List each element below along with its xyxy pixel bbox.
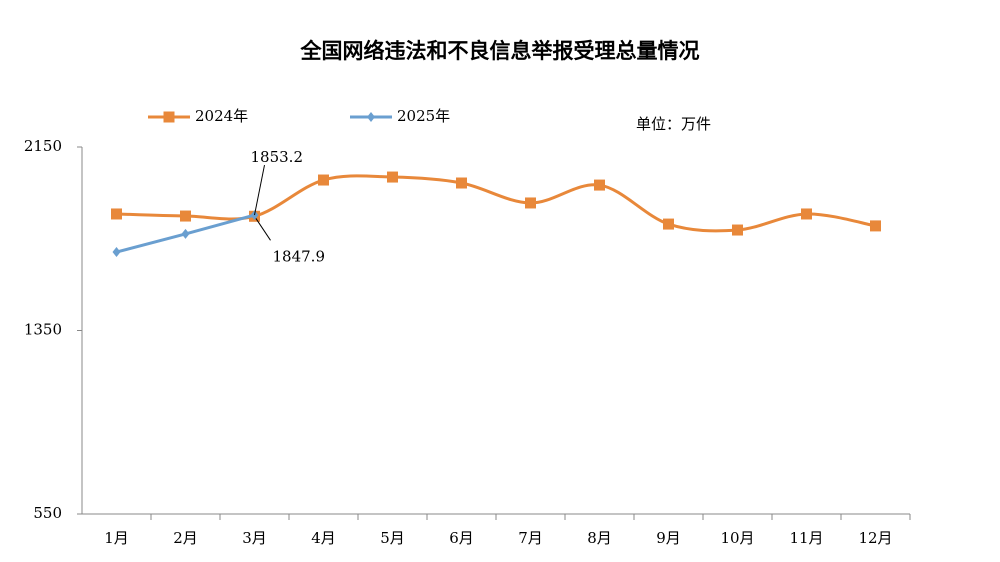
x-tick-label: 9月 [656,529,681,547]
data-label: 1847.9 [273,247,326,265]
x-tick-label: 4月 [311,529,336,547]
x-tick-label: 3月 [242,529,267,547]
data-point [525,197,536,209]
chart-title: 全国网络违法和不良信息举报受理总量情况 [300,39,700,63]
x-tick-label: 8月 [587,529,612,547]
data-point [456,177,467,189]
data-point [112,247,121,258]
data-point [663,218,674,230]
data-point [318,174,329,186]
x-tick-label: 10月 [720,529,754,547]
y-tick-label: 2150 [24,137,62,155]
x-tick-label: 12月 [858,529,892,547]
x-tick-label: 1月 [104,529,129,547]
x-tick-label: 5月 [380,529,405,547]
data-point [111,208,122,220]
y-tick-label: 1350 [24,321,62,339]
legend-label: 2024年 [195,107,248,125]
data-point [870,220,881,232]
legend-label: 2025年 [397,107,450,125]
y-tick-label: 550 [33,504,62,522]
x-tick-label: 7月 [518,529,543,547]
leader-line [254,164,265,216]
data-point [180,210,191,222]
legend-marker [367,112,375,122]
data-point [387,171,398,183]
legend-marker [163,111,175,123]
x-tick-label: 6月 [449,529,474,547]
data-point [801,208,812,220]
leader-line [254,216,271,241]
data-label: 1853.2 [251,148,304,166]
x-tick-label: 2月 [173,529,198,547]
data-point [594,179,605,191]
data-point [181,228,190,239]
unit-label: 单位：万件 [636,115,711,133]
data-point [732,224,743,236]
x-tick-label: 11月 [789,529,823,547]
